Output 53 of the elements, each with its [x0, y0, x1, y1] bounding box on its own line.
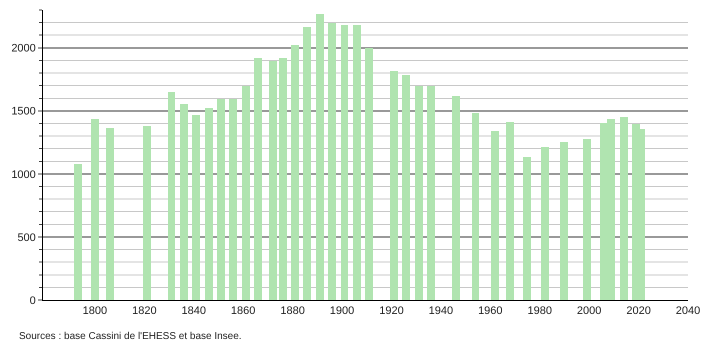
x-tick-label: 2020: [626, 305, 651, 318]
x-tick-label: 1900: [330, 305, 354, 318]
bar: [390, 71, 398, 300]
bar: [143, 126, 151, 300]
bar: [205, 108, 213, 300]
x-tick-label: 1840: [182, 305, 206, 318]
bar: [229, 99, 237, 300]
bar: [269, 61, 277, 300]
bar: [427, 86, 435, 300]
bar: [541, 147, 549, 300]
x-tick-label: 2040: [676, 305, 700, 318]
bar: [303, 27, 311, 300]
bar: [291, 45, 299, 300]
y-tick-label: 500: [17, 232, 36, 244]
x-tick-label: 1800: [82, 305, 108, 318]
bar: [402, 75, 410, 300]
bar: [192, 115, 200, 300]
bar: [316, 14, 324, 300]
x-tick-label: 1820: [132, 305, 157, 318]
bar: [353, 25, 361, 300]
bar: [242, 86, 250, 300]
bar: [254, 58, 262, 300]
bar: [491, 131, 499, 300]
x-tick-label: 2000: [576, 305, 602, 318]
bar: [91, 119, 99, 300]
x-tick-label: 1880: [280, 305, 305, 318]
bar: [472, 113, 479, 300]
bar: [415, 86, 423, 300]
bar: [365, 48, 373, 300]
bar: [217, 99, 225, 300]
y-tick-label: 1000: [11, 168, 36, 181]
x-tick-label: 1940: [428, 305, 454, 318]
bar: [341, 25, 348, 300]
x-tick-label: 1920: [379, 305, 404, 318]
x-tick-label: 1980: [527, 305, 552, 318]
bar: [180, 104, 188, 300]
bar: [328, 23, 336, 300]
bar: [452, 96, 460, 300]
bar: [560, 142, 568, 300]
bar: [168, 92, 175, 300]
source-note: Sources : base Cassini de l'EHESS et base Insee.: [19, 331, 242, 340]
bar: [583, 139, 591, 300]
bar: [279, 58, 287, 300]
x-tick-label: 1860: [230, 305, 256, 318]
bar: [74, 164, 82, 300]
bar: [523, 157, 531, 300]
bar: [620, 117, 628, 300]
x-tick-label: 1960: [478, 305, 503, 318]
y-tick-label: 0: [30, 294, 36, 307]
bar: [506, 122, 514, 300]
bar: [106, 128, 114, 300]
y-tick-label: 1500: [11, 106, 36, 118]
y-tick-label: 2000: [11, 42, 36, 55]
